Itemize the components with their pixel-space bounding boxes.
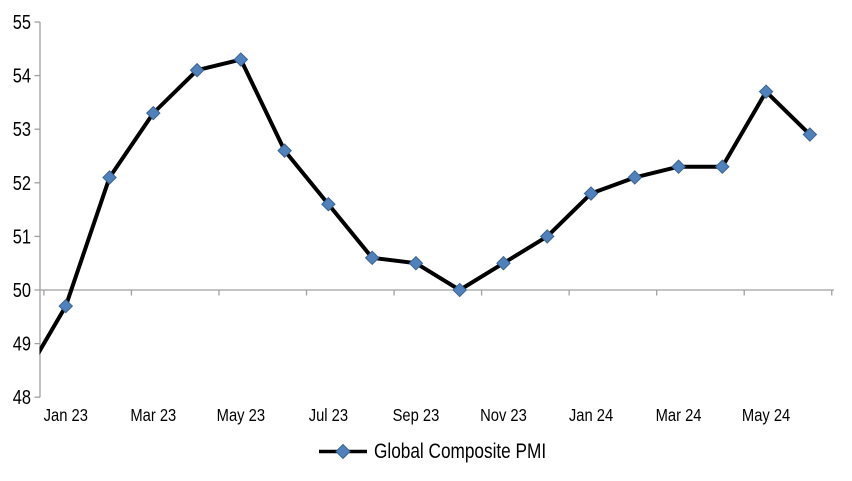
y-axis-label: 50	[13, 278, 31, 301]
legend-diamond-icon	[335, 443, 351, 460]
x-axis-label: Jan 24	[569, 406, 613, 426]
data-point-marker	[364, 250, 380, 266]
y-axis-label: 51	[13, 225, 31, 248]
data-point-marker	[583, 186, 599, 201]
x-axis-label: Mar 24	[656, 406, 702, 426]
data-point-marker	[189, 62, 205, 78]
data-point-marker	[321, 196, 336, 212]
data-point-marker	[146, 105, 161, 121]
y-axis-label: 52	[13, 171, 31, 194]
data-point-marker	[233, 52, 249, 67]
series-group	[39, 52, 818, 356]
legend-label: Global Composite PMI	[374, 441, 546, 464]
y-axis-label: 53	[13, 118, 31, 141]
data-point-marker	[496, 255, 511, 271]
data-point-marker	[102, 170, 117, 185]
data-point-marker	[627, 170, 643, 185]
pmi-line	[39, 57, 812, 356]
x-axis-label: Jan 23	[44, 406, 88, 426]
x-axis-label: Mar 23	[130, 406, 176, 426]
x-axis-label: May 24	[742, 406, 790, 426]
data-point-marker	[452, 282, 468, 298]
x-axis-label: May 23	[217, 406, 265, 426]
x-axis-label: Jul 23	[309, 406, 348, 426]
data-point-marker	[758, 84, 774, 99]
x-axis-label: Nov 23	[480, 406, 527, 426]
data-point-marker	[277, 143, 292, 158]
x-axis-label: Sep 23	[393, 406, 440, 426]
legend: Global Composite PMI	[319, 441, 546, 464]
data-point-marker	[58, 298, 74, 314]
y-axis-label: 55	[13, 10, 31, 33]
y-axis-label: 49	[13, 332, 31, 355]
data-point-marker	[671, 159, 686, 175]
data-point-marker	[539, 229, 555, 244]
y-axis-label: 54	[13, 64, 31, 87]
y-axis-label: 48	[13, 386, 31, 409]
data-point-marker	[802, 127, 818, 142]
data-point-marker	[715, 159, 730, 175]
data-point-marker	[408, 255, 424, 271]
